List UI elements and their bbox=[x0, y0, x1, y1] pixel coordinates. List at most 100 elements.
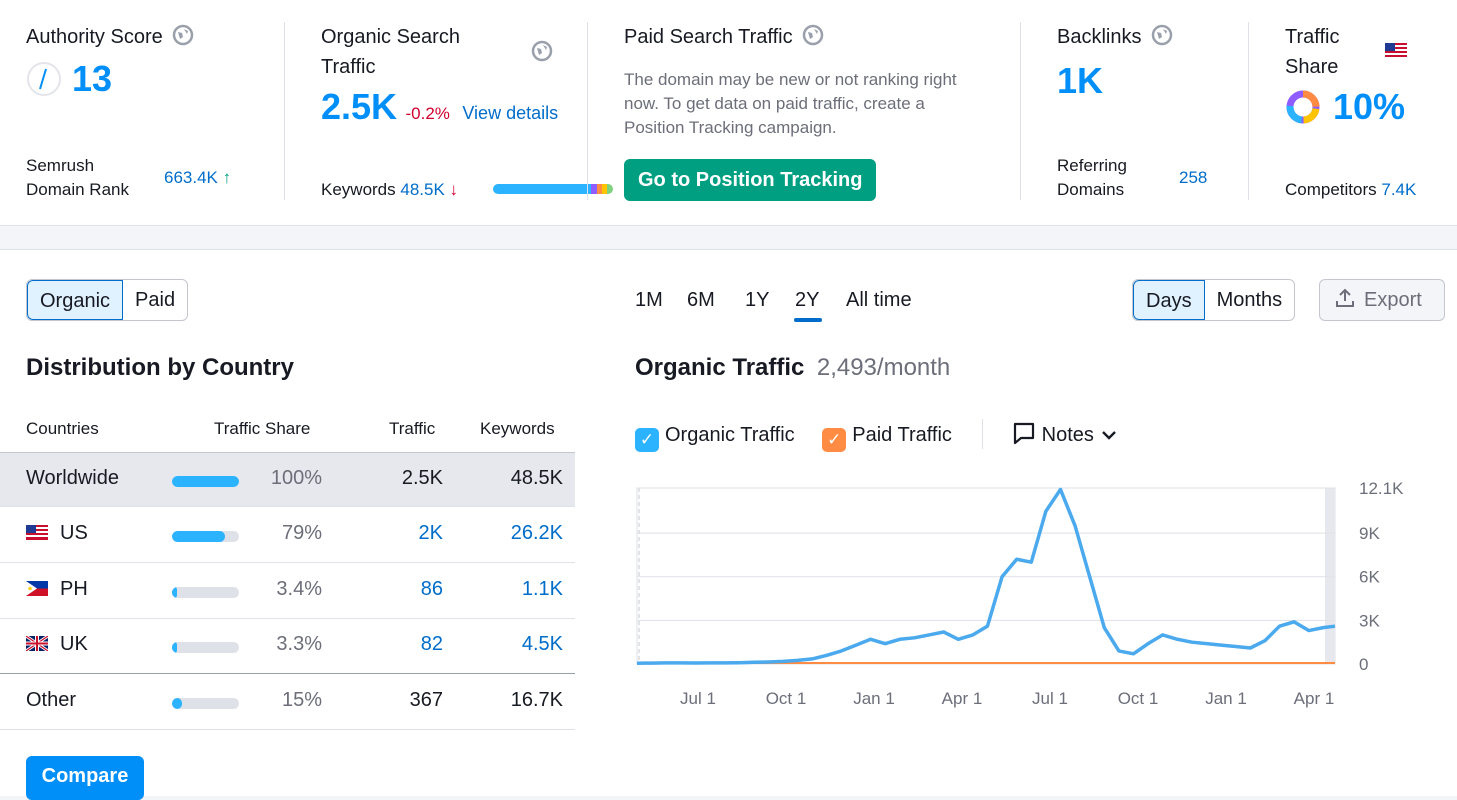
country-row-other: Other 15% 367 16.7K bbox=[0, 675, 575, 730]
country-row-us[interactable]: US 79% 2K 26.2K bbox=[0, 508, 575, 563]
traffic-value[interactable]: 86 bbox=[420, 578, 443, 600]
organic-toggle-button[interactable]: Organic bbox=[27, 280, 124, 320]
authority-gauge-icon bbox=[27, 62, 61, 96]
country-row-ph[interactable]: PH 3.4% 86 1.1K bbox=[0, 564, 575, 619]
x-tick-label: Jul 1 bbox=[1032, 689, 1068, 708]
share-percent: 3.4% bbox=[276, 578, 322, 600]
divider bbox=[587, 22, 588, 200]
legend-divider bbox=[981, 419, 983, 449]
x-tick-label: Jan 1 bbox=[1205, 689, 1247, 708]
organic-traffic-card: Organic Search Traffic 2.5K -0.2% View d… bbox=[321, 0, 613, 226]
legend-paid[interactable]: ✓ Paid Traffic bbox=[822, 424, 952, 452]
divider bbox=[284, 22, 285, 200]
country-row-uk[interactable]: UK 3.3% 82 4.5K bbox=[0, 619, 575, 674]
backlinks-title: Backlinks bbox=[1057, 26, 1142, 48]
traffic-value: 367 bbox=[409, 689, 443, 711]
keywords-label: Keywords bbox=[321, 180, 396, 199]
share-percent: 79% bbox=[281, 522, 322, 544]
divider bbox=[1248, 22, 1249, 200]
view-details-link[interactable]: View details bbox=[462, 103, 559, 123]
y-tick-label: 9K bbox=[1359, 524, 1380, 543]
chart-legend: ✓ Organic Traffic ✓ Paid Traffic Notes bbox=[635, 419, 1117, 452]
share-bar-fill bbox=[172, 642, 178, 653]
uk-flag-icon bbox=[26, 636, 48, 651]
globe-icon[interactable] bbox=[531, 40, 553, 62]
col-traffic: Traffic bbox=[389, 419, 436, 438]
traffic-value[interactable]: 2K bbox=[418, 522, 443, 544]
backlinks-value[interactable]: 1K bbox=[1057, 60, 1104, 101]
paid-traffic-message: The domain may be new or not ranking rig… bbox=[624, 70, 957, 137]
share-bar-fill bbox=[172, 476, 239, 487]
divider bbox=[1020, 22, 1021, 200]
traffic-share-card: Traffic Share 10% Competitors 7.4K bbox=[1285, 0, 1445, 226]
days-button[interactable]: Days bbox=[1133, 280, 1205, 320]
x-tick-label: Apr 1 bbox=[1294, 689, 1335, 708]
checkbox-checked-icon[interactable]: ✓ bbox=[822, 428, 847, 452]
organic-traffic-chart[interactable]: 0 3K 6K 9K 12.1K Jul 1 Oct 1 Jan 1 Apr 1 Jul 1 Oct… bbox=[620, 470, 1420, 720]
period-2y[interactable]: 2Y bbox=[795, 289, 820, 311]
x-tick-label: Oct 1 bbox=[766, 689, 807, 708]
plot-end-band bbox=[1325, 488, 1335, 664]
ph-flag-icon bbox=[26, 581, 48, 596]
months-button[interactable]: Months bbox=[1216, 289, 1283, 311]
referring-domains-value[interactable]: 258 bbox=[1179, 168, 1208, 187]
referring-domains-label: Referring Domains bbox=[1057, 156, 1127, 199]
col-keywords: Keywords bbox=[480, 419, 555, 438]
traffic-share-title: Traffic Share bbox=[1285, 26, 1340, 78]
us-flag-icon bbox=[26, 525, 48, 540]
authority-score-value: 13 bbox=[72, 58, 113, 99]
authority-score-title: Authority Score bbox=[26, 26, 163, 48]
share-bar bbox=[172, 476, 239, 487]
organic-traffic-line bbox=[636, 487, 1336, 666]
keywords-value[interactable]: 26.2K bbox=[510, 522, 563, 544]
organic-traffic-value: 2.5K bbox=[321, 86, 398, 127]
x-tick-label: Jan 1 bbox=[853, 689, 895, 708]
period-1m[interactable]: 1M bbox=[635, 289, 663, 311]
plot-frame bbox=[636, 487, 1336, 665]
organic-paid-toggle: Organic Paid bbox=[26, 279, 189, 321]
period-all-time[interactable]: All time bbox=[846, 289, 912, 311]
competitors-label: Competitors bbox=[1285, 180, 1377, 199]
period-6m[interactable]: 6M bbox=[687, 289, 715, 311]
y-tick-label: 3K bbox=[1359, 611, 1380, 630]
keywords-value[interactable]: 48.5K bbox=[400, 180, 445, 199]
export-label: Export bbox=[1364, 289, 1422, 311]
go-to-position-tracking-button[interactable]: Go to Position Tracking bbox=[624, 159, 877, 201]
granularity-toggle: Days Months bbox=[1132, 279, 1296, 321]
share-bar-fill bbox=[172, 531, 225, 542]
export-icon bbox=[1336, 288, 1354, 307]
notes-dropdown[interactable]: Notes bbox=[1012, 422, 1117, 446]
competitors-value[interactable]: 7.4K bbox=[1381, 180, 1417, 199]
col-countries: Countries bbox=[26, 419, 99, 438]
country-name: PH bbox=[60, 578, 88, 600]
domain-rank-value[interactable]: 663.4K bbox=[164, 168, 218, 187]
organic-traffic-change: -0.2% bbox=[405, 104, 450, 123]
traffic-value[interactable]: 82 bbox=[420, 633, 443, 655]
globe-icon[interactable] bbox=[172, 24, 194, 46]
keywords-value[interactable]: 4.5K bbox=[521, 633, 563, 655]
x-tick-label: Jul 1 bbox=[680, 689, 716, 708]
share-percent: 15% bbox=[281, 689, 322, 711]
period-1y[interactable]: 1Y bbox=[745, 289, 770, 311]
country-name: US bbox=[60, 522, 88, 544]
overview-header: Authority Score 13 Semrush Domain Rank 6… bbox=[0, 0, 1457, 226]
country-row-worldwide[interactable]: Worldwide 100% 2.5K 48.5K bbox=[0, 452, 575, 507]
authority-score-card: Authority Score 13 Semrush Domain Rank 6… bbox=[26, 0, 276, 226]
checkbox-checked-icon[interactable]: ✓ bbox=[635, 428, 659, 452]
keywords-value[interactable]: 1.1K bbox=[521, 578, 563, 600]
compare-button[interactable]: Compare bbox=[26, 756, 144, 800]
legend-organic[interactable]: ✓ Organic Traffic bbox=[635, 424, 795, 452]
traffic-value: 2.5K bbox=[401, 467, 443, 489]
keywords-value: 48.5K bbox=[510, 467, 563, 489]
share-bar-fill bbox=[172, 587, 178, 598]
globe-icon[interactable] bbox=[802, 24, 824, 46]
export-button[interactable]: Export bbox=[1319, 279, 1445, 321]
traffic-share-donut-icon bbox=[1286, 90, 1320, 124]
us-flag-icon bbox=[1385, 43, 1407, 59]
country-name: Other bbox=[26, 689, 77, 711]
country-name: Worldwide bbox=[26, 467, 119, 489]
globe-icon[interactable] bbox=[1151, 24, 1173, 46]
paid-traffic-card: Paid Search Traffic The domain may be ne… bbox=[624, 0, 1004, 226]
keywords-distribution-bar bbox=[493, 184, 613, 194]
paid-toggle-button[interactable]: Paid bbox=[135, 289, 176, 311]
